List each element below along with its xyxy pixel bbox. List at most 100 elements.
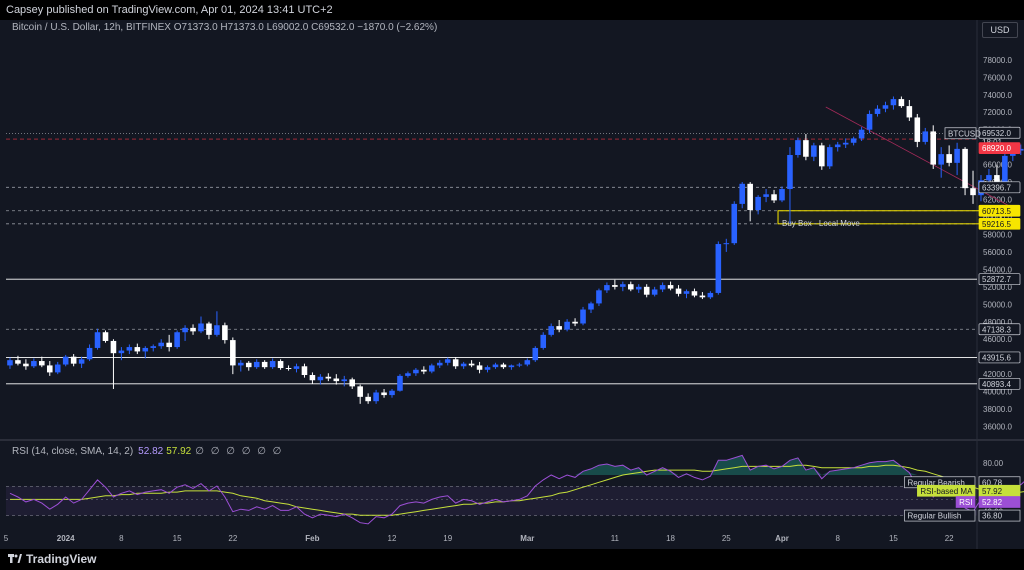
candle-body (110, 340, 117, 354)
candle-body (460, 363, 467, 367)
symbol-legend: Bitcoin / U.S. Dollar, 12h, BITFINEX O71… (12, 22, 438, 33)
rsi-legend: RSI (14, close, SMA, 14, 2) 52.82 57.92 ∅ ∅… (12, 446, 283, 457)
rsi-marker-label-bg (955, 496, 976, 508)
level-tag-bg (978, 351, 1021, 364)
candle-body (787, 154, 793, 190)
candle-body (548, 326, 554, 335)
price-tick-label: 58000.0 (983, 230, 1012, 239)
candle-body (301, 366, 308, 376)
time-tick-label: Apr (775, 534, 789, 543)
buy-box (777, 210, 1002, 225)
rsi-marker-value: 36.80 (982, 512, 1003, 521)
candle-body (62, 356, 69, 365)
candle-body (540, 334, 547, 348)
candle-body (277, 361, 284, 369)
rsi-marker-value: 52.82 (982, 498, 1003, 507)
level-tag: 52872.7 (982, 275, 1011, 284)
candle-body (588, 303, 594, 310)
candle-body (715, 244, 722, 293)
candle-body (524, 360, 531, 365)
candle-body (747, 183, 753, 210)
tradingview-wordmark: TradingView (26, 552, 97, 566)
candle-body (850, 138, 857, 143)
candle-body (285, 368, 292, 370)
candle-body (803, 140, 809, 157)
buy-box-label: Buy Box - Local Move (782, 219, 860, 228)
time-tick-label: 25 (722, 534, 731, 543)
candle-body (596, 290, 602, 304)
candle-body (293, 366, 300, 369)
price-tick-label: 38000.0 (983, 405, 1012, 414)
time-tick-label: 2024 (57, 534, 75, 543)
candle-body (643, 286, 650, 295)
time-tick-label: 22 (945, 534, 954, 543)
candle-body (970, 188, 976, 196)
candle-body (635, 286, 642, 290)
candle-body (771, 194, 777, 201)
rsi-marker-value: 57.92 (982, 487, 1003, 496)
trend-line (825, 106, 1017, 211)
last-price-tag-bg (978, 126, 1021, 139)
candle-body (7, 360, 13, 366)
candle-body (922, 131, 929, 142)
candle-body (365, 396, 371, 402)
level-tag-bg (978, 181, 1021, 194)
rsi-marker-bg (978, 509, 1021, 522)
candle-body (763, 194, 769, 197)
level-tag: 59216.5 (982, 220, 1011, 229)
time-tick-label: 12 (388, 534, 397, 543)
candle-body (572, 321, 578, 324)
candle-body (198, 323, 204, 332)
time-tick-label: 5 (4, 534, 9, 543)
candle-body (15, 360, 21, 364)
rsi-title: RSI (14, close, SMA, 14, 2) (12, 446, 134, 457)
price-tick-label: 52000.0 (983, 283, 1012, 292)
candle-body (421, 369, 427, 372)
candle-body (261, 361, 268, 368)
candle-body (874, 108, 881, 114)
candle-body (429, 365, 435, 372)
tradingview-logo-icon (8, 554, 22, 563)
candle-body (994, 175, 1000, 185)
prev-price-tag-bg (978, 142, 1021, 154)
candle-body (954, 148, 960, 163)
candle-body (842, 142, 849, 145)
candle-body (39, 361, 45, 366)
time-tick-label: 8 (119, 534, 124, 543)
symbol-tag-bg (944, 127, 977, 140)
candle-body (882, 105, 889, 109)
candle-body (341, 379, 348, 382)
candle-body (866, 113, 873, 130)
currency-button[interactable]: USD (982, 22, 1018, 38)
price-tick-label: 48000.0 (983, 318, 1012, 327)
rsi-marker-value: 60.78 (982, 478, 1003, 487)
candle-body (468, 363, 475, 366)
rsi-ma-value: 57.92 (166, 446, 192, 457)
candle-body (620, 284, 626, 287)
level-tag-bg (978, 323, 1021, 336)
candle-body (667, 285, 674, 289)
level-tag: 47138.3 (982, 325, 1011, 334)
time-tick-label: 15 (173, 534, 182, 543)
candle-body (580, 309, 586, 324)
candle-body (206, 323, 212, 335)
candle-body (54, 364, 61, 373)
candle-body (819, 145, 825, 167)
candle-body (325, 376, 332, 379)
time-tick-label: 15 (889, 534, 898, 543)
time-tick-label: 11 (611, 534, 620, 543)
level-tag-bg (978, 377, 1021, 390)
candle-body (890, 99, 897, 106)
price-tick-label: 60000.0 (983, 213, 1012, 222)
price-tick-label: 42000.0 (983, 370, 1012, 379)
rsi-marker-bg (978, 496, 1021, 508)
publish-bar: Capsey published on TradingView.com, Apr… (0, 0, 1024, 20)
candle-body (779, 189, 785, 201)
candle-body (492, 364, 499, 368)
candle-body (23, 363, 29, 367)
price-tick-label: 50000.0 (983, 300, 1012, 309)
candle-body (46, 365, 53, 373)
candle-body (118, 350, 125, 354)
price-tick-label: 76000.0 (983, 73, 1012, 82)
